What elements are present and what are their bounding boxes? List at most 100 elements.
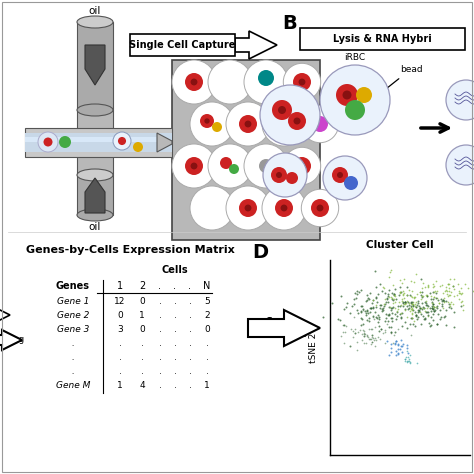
Point <box>406 358 414 365</box>
Point <box>433 320 441 328</box>
Point <box>409 298 416 306</box>
Point <box>403 344 410 352</box>
Point <box>363 316 371 324</box>
Circle shape <box>286 172 298 184</box>
Point <box>457 299 465 306</box>
Point <box>410 293 418 301</box>
Point <box>427 292 435 300</box>
Point <box>397 288 404 296</box>
Point <box>381 339 389 347</box>
Point <box>365 325 373 332</box>
Point <box>405 355 413 363</box>
Text: .: . <box>173 381 176 390</box>
Circle shape <box>301 105 339 143</box>
Point <box>449 282 456 290</box>
Point <box>347 326 355 333</box>
Point <box>446 302 454 310</box>
Point <box>428 305 436 312</box>
Point <box>335 315 342 323</box>
Point <box>379 306 387 313</box>
Point <box>387 340 394 348</box>
Point <box>403 313 410 321</box>
Point <box>447 291 454 299</box>
Point <box>353 346 361 353</box>
Point <box>364 332 371 339</box>
Text: D: D <box>252 243 268 262</box>
Point <box>398 323 406 330</box>
Point <box>381 289 389 297</box>
Point <box>419 312 427 320</box>
Point <box>366 308 374 316</box>
Point <box>355 289 363 296</box>
Point <box>439 296 447 303</box>
Circle shape <box>260 85 320 145</box>
Point <box>403 324 411 331</box>
Point <box>409 310 416 318</box>
Circle shape <box>172 60 216 104</box>
Text: .: . <box>189 310 191 319</box>
Point <box>381 328 388 336</box>
Point <box>401 357 408 365</box>
Circle shape <box>244 60 288 104</box>
Point <box>446 300 453 308</box>
Point <box>380 284 387 292</box>
Text: Cluster Cell: Cluster Cell <box>366 240 434 250</box>
Point <box>433 321 441 328</box>
Point <box>417 310 424 318</box>
Point <box>373 298 381 306</box>
Point <box>373 301 380 309</box>
Circle shape <box>293 73 311 91</box>
Point <box>414 297 422 305</box>
Text: oil: oil <box>89 222 101 232</box>
Ellipse shape <box>77 209 113 221</box>
Point <box>395 349 402 356</box>
Circle shape <box>229 164 239 174</box>
Point <box>372 309 379 316</box>
Point <box>397 315 405 322</box>
Point <box>429 280 437 288</box>
Point <box>388 314 396 321</box>
Point <box>365 335 373 343</box>
Point <box>408 300 416 308</box>
Point <box>390 290 398 297</box>
Point <box>392 328 399 336</box>
Point <box>366 289 374 297</box>
Point <box>387 268 394 275</box>
Point <box>399 302 407 310</box>
Point <box>418 292 426 300</box>
Point <box>422 314 429 321</box>
Point <box>411 322 419 330</box>
Text: .: . <box>72 353 74 362</box>
Circle shape <box>446 80 474 120</box>
Point <box>364 333 371 341</box>
Point <box>396 346 404 353</box>
Point <box>428 313 435 321</box>
Point <box>403 341 410 349</box>
Point <box>385 310 393 318</box>
Text: 3: 3 <box>117 325 123 334</box>
Circle shape <box>245 205 251 211</box>
Point <box>399 292 406 299</box>
Point <box>357 309 365 316</box>
Point <box>415 302 423 310</box>
Point <box>429 317 437 324</box>
Point <box>407 277 414 285</box>
Point <box>350 295 357 303</box>
Point <box>399 288 407 295</box>
Circle shape <box>345 100 365 120</box>
Point <box>364 291 371 299</box>
Point <box>458 289 465 297</box>
Point <box>433 294 440 302</box>
Point <box>437 313 445 320</box>
Bar <box>25 128 172 157</box>
Text: 5: 5 <box>204 297 210 306</box>
Point <box>381 302 388 310</box>
Point <box>458 297 466 305</box>
Bar <box>130 34 235 56</box>
Point <box>432 294 440 302</box>
Point <box>407 292 415 300</box>
Text: Genes-by-Cells Expression Matrix: Genes-by-Cells Expression Matrix <box>26 245 234 255</box>
Point <box>455 295 463 303</box>
Point <box>433 302 441 310</box>
Point <box>417 320 425 328</box>
